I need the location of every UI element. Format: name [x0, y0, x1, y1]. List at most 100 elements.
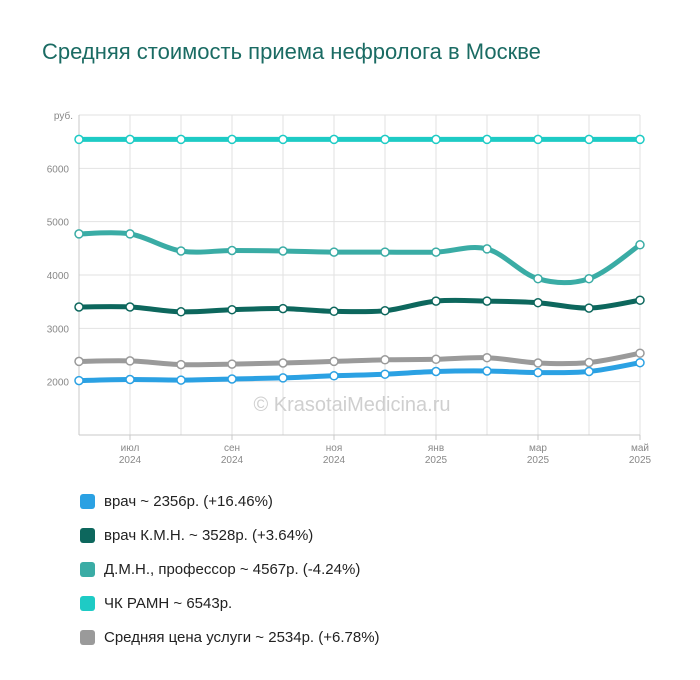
data-point[interactable]	[482, 296, 492, 306]
y-tick-label: 6000	[47, 164, 70, 175]
data-point[interactable]	[635, 348, 645, 358]
data-point[interactable]	[74, 229, 84, 239]
data-point[interactable]	[278, 358, 288, 368]
y-tick-label: 2000	[47, 378, 70, 389]
data-point[interactable]	[533, 358, 543, 368]
data-point[interactable]	[125, 302, 135, 312]
data-point[interactable]	[278, 303, 288, 314]
x-tick-label: янв	[428, 443, 444, 454]
x-tick-label-year: 2025	[527, 455, 550, 466]
data-point[interactable]	[635, 240, 645, 250]
data-point[interactable]	[584, 273, 594, 284]
data-point[interactable]	[125, 356, 135, 366]
legend-label: Средняя цена услуги ~ 2534р. (+6.78%)	[104, 628, 380, 646]
data-point[interactable]	[278, 134, 288, 145]
data-point[interactable]	[584, 357, 594, 368]
legend-item[interactable]: Д.М.Н., профессор ~ 4567р. (-4.24%)	[80, 552, 380, 586]
line-chart: 20003000400050006000руб.июл2024сен2024но…	[47, 110, 652, 466]
data-point[interactable]	[125, 134, 135, 145]
axes: 20003000400050006000руб.июл2024сен2024но…	[47, 110, 652, 466]
data-point[interactable]	[74, 356, 84, 367]
data-point[interactable]	[584, 366, 594, 377]
data-point[interactable]	[176, 359, 186, 370]
x-tick-label: май	[631, 443, 649, 454]
legend-label: врач К.М.Н. ~ 3528р. (+3.64%)	[104, 526, 314, 544]
data-point[interactable]	[227, 134, 237, 145]
data-point[interactable]	[125, 229, 135, 239]
y-tick-label: 5000	[47, 218, 70, 229]
legend-label: врач ~ 2356р. (+16.46%)	[104, 492, 273, 510]
data-point[interactable]	[329, 356, 339, 367]
data-point[interactable]	[431, 354, 441, 365]
data-point[interactable]	[584, 303, 594, 313]
data-point[interactable]	[584, 134, 594, 145]
data-point[interactable]	[431, 134, 441, 145]
series-line	[76, 350, 643, 368]
data-point[interactable]	[329, 306, 339, 317]
data-point[interactable]	[431, 366, 441, 377]
x-tick-label: ноя	[326, 443, 343, 454]
data-point[interactable]	[176, 246, 186, 256]
data-point[interactable]	[176, 307, 186, 317]
data-point[interactable]	[533, 134, 543, 145]
data-point[interactable]	[635, 295, 645, 305]
data-point[interactable]	[380, 247, 390, 257]
data-point[interactable]	[635, 357, 645, 368]
legend-item[interactable]: Средняя цена услуги ~ 2534р. (+6.78%)	[80, 620, 380, 654]
data-point[interactable]	[227, 304, 237, 315]
data-point[interactable]	[227, 245, 237, 256]
x-tick-label: мар	[529, 443, 547, 454]
data-point[interactable]	[278, 246, 288, 256]
chart-title: Средняя стоимость приема нефролога в Мос…	[42, 39, 541, 64]
data-point[interactable]	[482, 134, 492, 145]
legend-item[interactable]: врач К.М.Н. ~ 3528р. (+3.64%)	[80, 518, 380, 552]
legend-swatch	[80, 595, 95, 611]
data-point[interactable]	[431, 247, 441, 257]
data-point[interactable]	[227, 374, 237, 384]
data-point[interactable]	[533, 367, 543, 378]
y-axis-label: руб.	[54, 110, 73, 122]
data-point[interactable]	[227, 359, 237, 369]
data-point[interactable]	[278, 373, 288, 383]
watermark: © KrasotaiMedicina.ru	[253, 394, 450, 416]
x-tick-label-year: 2024	[221, 455, 244, 466]
series-lines	[74, 134, 645, 386]
data-point[interactable]	[431, 296, 441, 306]
data-point[interactable]	[74, 302, 84, 312]
data-point[interactable]	[125, 374, 135, 385]
data-point[interactable]	[380, 305, 390, 316]
legend: врач ~ 2356р. (+16.46%) врач К.М.Н. ~ 35…	[80, 484, 380, 654]
legend-label: Д.М.Н., профессор ~ 4567р. (-4.24%)	[104, 560, 361, 578]
data-point[interactable]	[635, 134, 645, 145]
legend-item[interactable]: врач ~ 2356р. (+16.46%)	[80, 484, 380, 518]
data-point[interactable]	[329, 371, 339, 381]
legend-swatch	[80, 629, 95, 645]
data-point[interactable]	[482, 366, 492, 376]
data-point[interactable]	[329, 247, 339, 257]
x-tick-label-year: 2024	[323, 455, 346, 466]
data-point[interactable]	[482, 352, 492, 363]
data-point[interactable]	[533, 273, 543, 284]
data-point[interactable]	[329, 134, 339, 145]
x-tick-label-year: 2024	[119, 455, 142, 466]
legend-swatch	[80, 527, 95, 543]
data-point[interactable]	[74, 375, 84, 386]
x-tick-label-year: 2025	[629, 455, 652, 466]
grid	[78, 114, 641, 435]
data-point[interactable]	[380, 134, 390, 145]
data-point[interactable]	[74, 134, 84, 145]
data-point[interactable]	[176, 134, 186, 145]
data-point[interactable]	[482, 244, 492, 254]
legend-swatch	[80, 493, 95, 509]
x-tick-label: сен	[224, 443, 240, 454]
data-point[interactable]	[380, 355, 390, 365]
legend-swatch	[80, 561, 95, 577]
legend-label: ЧК РАМН ~ 6543р.	[104, 594, 233, 612]
x-tick-label-year: 2025	[425, 455, 448, 466]
data-point[interactable]	[176, 375, 186, 385]
data-point[interactable]	[380, 369, 390, 379]
data-point[interactable]	[533, 297, 543, 308]
x-tick-label: июл	[121, 443, 140, 454]
y-tick-label: 3000	[47, 324, 70, 335]
legend-item[interactable]: ЧК РАМН ~ 6543р.	[80, 586, 380, 620]
